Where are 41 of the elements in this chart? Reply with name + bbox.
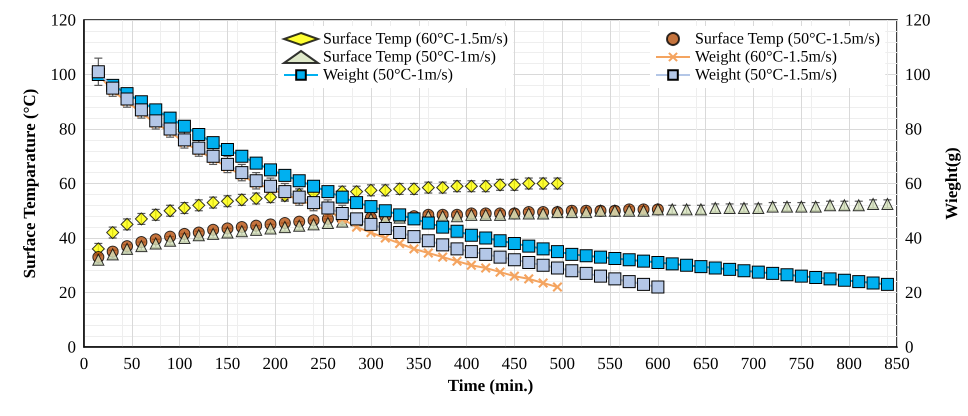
y2-tick-label: 40 (905, 228, 922, 248)
y-tick-label: 60 (59, 174, 76, 193)
y2-tick-label: 0 (905, 338, 914, 356)
x-tick-label: 700 (740, 354, 766, 373)
legend-label: Weight (50°C-1.5m/s) (695, 66, 837, 84)
x-tick-label: 200 (262, 354, 288, 373)
legend-label: Surface Temp (50°C-1.5m/s) (695, 30, 880, 48)
y-tick-label: 20 (59, 283, 76, 302)
x-tick-label: 300 (358, 354, 384, 373)
x-tick-label: 50 (123, 354, 140, 373)
y2-tick-label: 80 (905, 120, 922, 138)
y-tick-label: 0 (68, 338, 76, 356)
y2-tick-label: 120 (905, 10, 930, 30)
legend-label: Surface Temp (60°C-1.5m/s) (323, 30, 508, 48)
x-tick-label: 450 (502, 354, 528, 373)
x-axis-title: Time (min.) (448, 376, 534, 395)
x-tick-label: 550 (597, 354, 623, 373)
legend-label: Weight (60°C-1.5m/s) (695, 48, 837, 66)
x-tick-label: 600 (645, 354, 671, 373)
x-tick-label: 0 (80, 354, 88, 373)
x-tick-label: 150 (214, 354, 240, 373)
y-tick-label: 100 (50, 65, 76, 84)
y2-axis-title: Wieght(g) (942, 147, 961, 220)
x-tick-label: 400 (454, 354, 480, 373)
x-tick-label: 350 (406, 354, 432, 373)
x-tick-label: 650 (692, 354, 718, 373)
y-tick-label: 120 (50, 10, 76, 30)
y2-tick-label: 60 (905, 174, 922, 193)
legend-label: Weight (50°C-1m/s) (323, 66, 453, 84)
x-tick-label: 750 (788, 354, 814, 373)
x-tick-label: 250 (310, 354, 336, 373)
x-tick-label: 500 (549, 354, 575, 373)
y-tick-label: 80 (59, 120, 76, 138)
x-tick-label: 100 (166, 354, 192, 373)
x-tick-label: 800 (836, 354, 862, 373)
y-tick-label: 40 (59, 228, 76, 248)
y2-tick-label: 20 (905, 283, 922, 302)
legend-label: Surface Temp (50°C-1m/s) (323, 48, 496, 66)
y2-tick-label: 100 (905, 65, 930, 84)
y-axis-title: Surface Temparature (°C) (20, 88, 39, 278)
x-tick-label: 850 (884, 354, 910, 373)
